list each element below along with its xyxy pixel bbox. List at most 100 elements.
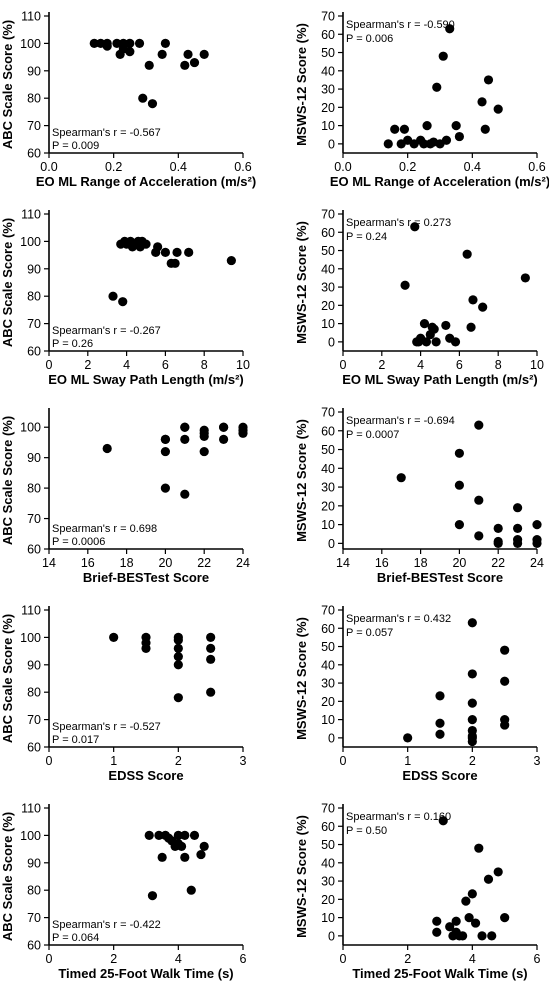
x-tick-label: 20 (452, 556, 466, 570)
data-point (500, 676, 510, 686)
scatter-panel: 14 16 18 20 22 24 0 10 20 30 40 50 60 70 Brief-BESTest… (294, 406, 544, 586)
data-point (500, 720, 510, 730)
x-tick-label: 0.4 (170, 160, 187, 174)
data-point (180, 60, 190, 70)
y-axis-title: MSWS-12 Score (%) (294, 23, 309, 146)
y-tick-label: 100 (20, 235, 41, 249)
scatter-panel: 0 2 4 6 8 10 60 70 80 90 100 110 EO ML Sway Path Len… (0, 208, 250, 388)
x-tick-label: 4 (417, 358, 424, 372)
y-tick-label: 90 (27, 451, 41, 465)
x-tick-label: 0 (340, 754, 347, 768)
x-tick-label: 22 (197, 556, 211, 570)
data-point (396, 473, 406, 483)
x-tick-label: 3 (240, 754, 247, 768)
data-point (184, 247, 194, 257)
data-point (206, 654, 216, 664)
data-point (461, 896, 471, 906)
spearman-r-label: Spearman's r = -0.694 (346, 415, 455, 427)
y-tick-label: 0 (328, 335, 335, 349)
x-tick-label: 0 (46, 952, 53, 966)
x-tick-label: 6 (162, 358, 169, 372)
x-tick-label: 6 (240, 952, 247, 966)
y-tick-label: 90 (27, 856, 41, 870)
x-axis-title: EDSS Score (108, 768, 183, 783)
data-point (189, 830, 200, 841)
data-point (118, 297, 128, 307)
data-point (144, 60, 154, 70)
data-point (180, 852, 190, 862)
y-tick-label: 0 (328, 537, 335, 551)
y-tick-label: 80 (27, 686, 41, 700)
data-point (477, 931, 487, 941)
data-point (487, 931, 497, 941)
y-tick-label: 10 (321, 317, 335, 331)
data-point (450, 337, 461, 347)
data-point (226, 255, 236, 266)
y-tick-label: 60 (321, 622, 335, 636)
data-point (467, 669, 477, 679)
data-point (153, 242, 163, 252)
y-tick-label: 30 (321, 281, 335, 295)
data-point (474, 531, 484, 541)
data-point (429, 324, 439, 334)
p-value-label: P = 0.064 (52, 932, 99, 944)
data-point (462, 249, 472, 259)
y-tick-label: 0 (328, 137, 335, 151)
data-point (400, 280, 410, 290)
y-tick-label: 90 (27, 658, 41, 672)
x-tick-label: 3 (534, 754, 541, 768)
x-tick-label: 0.2 (399, 160, 416, 174)
data-point (493, 523, 503, 533)
data-point (520, 273, 530, 283)
data-point (172, 247, 182, 257)
x-tick-label: 0 (46, 358, 53, 372)
x-tick-label: 1 (404, 754, 411, 768)
data-point (112, 38, 122, 49)
x-tick-label: 6 (534, 952, 541, 966)
p-value-label: P = 0.0007 (346, 429, 399, 441)
p-value-label: P = 0.057 (346, 627, 393, 639)
data-point (173, 830, 183, 841)
x-tick-label: 4 (123, 358, 130, 372)
x-tick-label: 4 (175, 952, 182, 966)
y-tick-label: 40 (321, 856, 335, 870)
y-tick-label: 60 (27, 939, 41, 953)
y-axis-title: MSWS-12 Score (%) (294, 617, 309, 740)
y-tick-label: 80 (27, 884, 41, 898)
data-point (134, 38, 145, 49)
y-tick-label: 80 (27, 92, 41, 106)
y-tick-label: 60 (321, 28, 335, 42)
data-point (160, 247, 170, 257)
spearman-r-label: Spearman's r = -0.422 (52, 919, 161, 931)
data-point (441, 135, 452, 145)
x-tick-label: 0.4 (464, 160, 481, 174)
data-point (186, 885, 196, 895)
data-point (206, 632, 216, 643)
data-point (432, 82, 442, 92)
data-point (432, 927, 442, 937)
y-tick-label: 10 (321, 911, 335, 925)
p-value-label: P = 0.006 (346, 33, 393, 45)
data-point (206, 643, 216, 653)
data-point (410, 222, 420, 232)
y-tick-label: 50 (321, 640, 335, 654)
data-point (141, 643, 151, 653)
data-point (157, 49, 167, 59)
x-tick-label: 0.2 (105, 160, 122, 174)
x-tick-label: 4 (469, 952, 476, 966)
data-point (435, 729, 445, 739)
y-tick-label: 60 (27, 741, 41, 755)
data-point (383, 139, 393, 149)
spearman-r-label: Spearman's r = 0.273 (346, 217, 451, 229)
y-tick-label: 70 (27, 119, 41, 133)
data-point (176, 841, 187, 851)
x-tick-label: 0.6 (234, 160, 251, 174)
data-point (199, 431, 209, 441)
spearman-r-label: Spearman's r = 0.432 (346, 613, 451, 625)
y-tick-label: 50 (321, 838, 335, 852)
x-tick-label: 6 (456, 358, 463, 372)
y-axis-title: ABC Scale Score (%) (0, 812, 15, 941)
y-tick-label: 70 (321, 406, 335, 420)
data-point (219, 434, 229, 444)
data-point (454, 480, 464, 490)
